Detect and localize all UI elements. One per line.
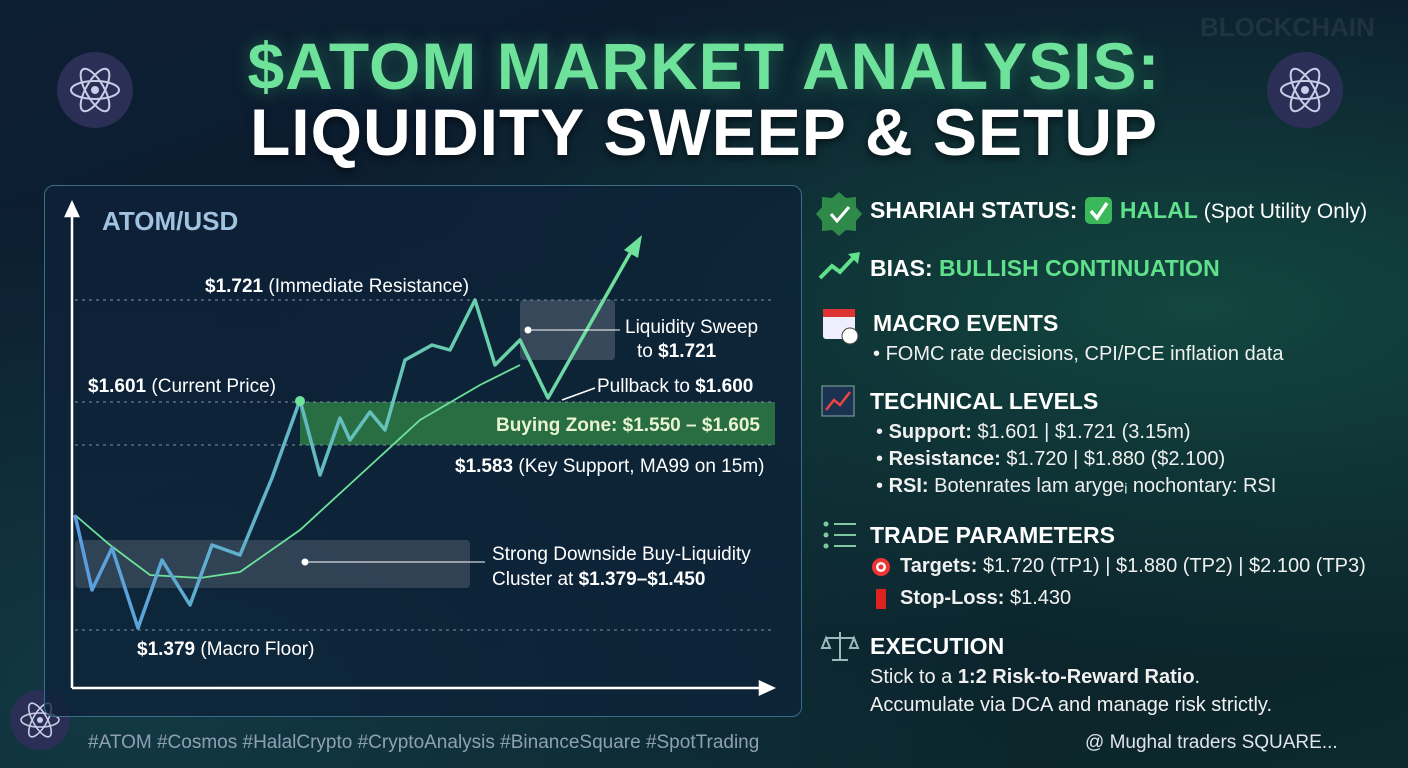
annotation: $1.601 (Current Price) [88,376,276,397]
row-label: RSI: [888,475,929,497]
cluster-line1: Strong Downside Buy-Liquidity [492,544,751,565]
pullback-prefix: Pullback to [597,376,690,397]
execution-line1: Stick to a 1:2 Risk-to-Reward Ratio. [870,666,1200,689]
atom-logo-left [57,52,133,128]
sweep-line1: Liquidity Sweep [625,317,758,338]
sweep-prefix: to [637,341,653,362]
annotation-price: $1.721 [205,276,264,297]
bias-label: BIAS: [870,255,933,281]
annotation-note: (Current Price) [151,376,276,397]
annotation-price: $1.379 [137,639,195,660]
macro-title: MACRO EVENTS [873,310,1059,336]
sweep-price: $1.721 [658,341,717,362]
row-label: Targets: [900,555,978,577]
annotation: $1.379 (Macro Floor) [137,639,314,660]
technical-row: • Support: $1.601 | $1.721 (3.15m) [876,421,1191,443]
cluster-prefix: Cluster at [492,569,574,590]
pullback-price: $1.600 [695,376,753,397]
title-line-2: LIQUIDITY SWEEP & SETUP [249,95,1159,169]
shariah-note: (Spot Utility Only) [1203,200,1368,223]
row-text: $1.720 (TP1) | $1.880 (TP2) | $2.100 (TP… [982,555,1366,577]
cluster-range: $1.379–$1.450 [579,569,706,590]
bias-value: BULLISH CONTINUATION [939,255,1220,281]
annotation-note: (Macro Floor) [200,639,314,660]
technical-title: TECHNICAL LEVELS [870,388,1099,414]
shariah-label: SHARIAH STATUS: [870,197,1078,223]
watermark: @ Mughal traders SQUARE... [1085,732,1338,753]
row-text: Botenrates lam arygeᵢ nochontary: RSI [934,475,1277,497]
hashtags: #ATOM #Cosmos #HalalCrypto #CryptoAnalys… [88,732,760,753]
annotation-price: $1.583 [455,456,513,477]
shariah: SHARIAH STATUS: HALAL (Spot Utility Only… [870,197,1390,224]
atom-logo-right [1267,52,1343,128]
row-text: $1.430 [1010,587,1072,609]
technical-row: • Resistance: $1.720 | $1.880 ($2.100) [876,448,1226,470]
execution-suffix: . [1194,666,1201,688]
cluster-line2: Cluster at $1.379–$1.450 [492,569,705,590]
title-line-1: $ATOM MARKET ANALYSIS: [247,29,1161,103]
row-text: $1.720 | $1.880 ($2.100) [1006,448,1226,470]
annotation: $1.721 (Immediate Resistance) [205,276,469,297]
chart-panel [44,185,802,717]
trade-row: Stop-Loss: $1.430 [900,587,1071,610]
pullback: Pullback to $1.600 [597,376,753,397]
sweep-line2: to $1.721 [637,341,717,362]
annotation-note: (Immediate Resistance) [268,276,469,297]
macro-item: • FOMC rate decisions, CPI/PCE inflation… [873,343,1284,365]
chart-label: ATOM/USD [102,206,238,236]
bias: BIAS: BULLISH CONTINUATION [870,255,1220,282]
execution-title: EXECUTION [870,633,1005,659]
macro-item-text: FOMC rate decisions, CPI/PCE inflation d… [885,343,1284,365]
trade-title: TRADE PARAMETERS [870,522,1115,548]
technical-row: • RSI: Botenrates lam arygeᵢ nochontary:… [876,475,1277,497]
annotation-price: $1.601 [88,376,147,397]
execution-prefix: Stick to a [870,666,953,688]
buying-zone: Buying Zone: $1.550 – $1.605 [496,415,760,436]
annotation: $1.583 (Key Support, MA99 on 15m) [455,456,764,477]
shariah-status: HALAL [1119,197,1198,223]
row-text: $1.601 | $1.721 (3.15m) [977,421,1191,443]
row-label: Resistance: [888,448,1001,470]
execution-bold: 1:2 Risk-to-Reward Ratio [957,666,1195,688]
trade-row: Targets: $1.720 (TP1) | $1.880 (TP2) | $… [900,555,1366,578]
execution-line2: Accumulate via DCA and manage risk stric… [870,694,1273,716]
annotation-note: (Key Support, MA99 on 15m) [518,456,764,477]
row-label: Support: [888,421,972,443]
background-word: BLOCKCHAIN [1200,12,1375,42]
row-label: Stop-Loss: [900,587,1005,609]
